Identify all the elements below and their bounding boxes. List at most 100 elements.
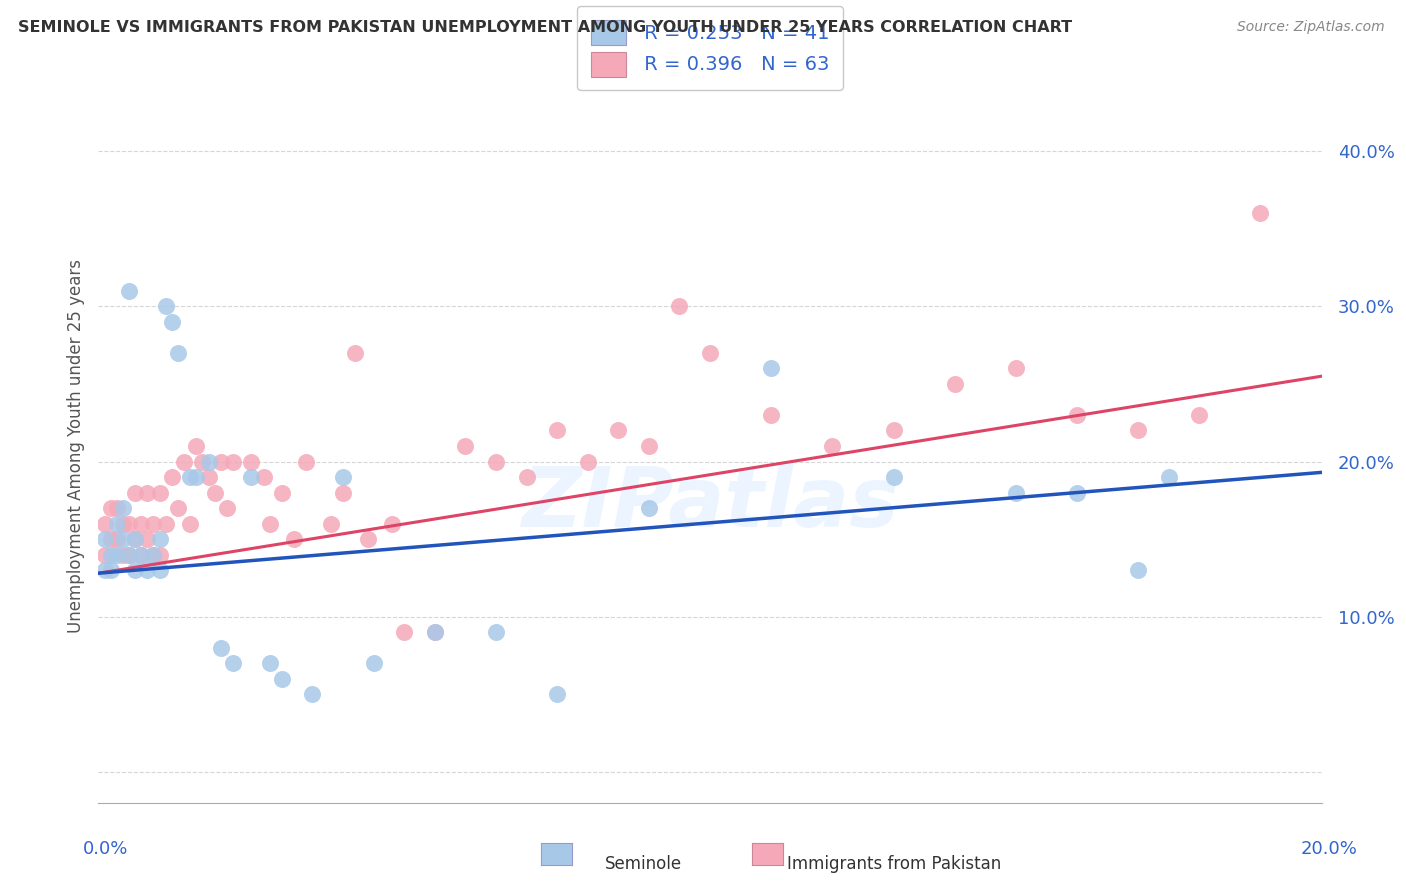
Point xyxy=(485,454,508,468)
Point xyxy=(142,548,165,562)
Point xyxy=(160,470,183,484)
Point xyxy=(111,532,134,546)
Point xyxy=(1249,206,1271,220)
Point xyxy=(93,548,115,562)
Point xyxy=(105,501,128,516)
Point xyxy=(301,687,323,701)
Point xyxy=(668,299,690,313)
Point xyxy=(222,656,245,670)
Point xyxy=(136,532,159,546)
Point xyxy=(1066,485,1088,500)
Point xyxy=(1157,470,1180,484)
Point xyxy=(100,548,122,562)
Point xyxy=(332,485,354,500)
Point xyxy=(105,532,128,546)
Point xyxy=(105,548,128,562)
Point xyxy=(118,284,141,298)
Point xyxy=(1128,563,1150,577)
Point xyxy=(129,516,152,531)
Point xyxy=(111,548,134,562)
Text: Seminole: Seminole xyxy=(605,855,682,872)
Point xyxy=(197,454,219,468)
Point xyxy=(759,408,782,422)
Point xyxy=(759,361,782,376)
Point xyxy=(637,501,661,516)
Point xyxy=(423,625,446,640)
Point xyxy=(124,563,146,577)
Point xyxy=(197,470,219,484)
Point xyxy=(252,470,274,484)
Point xyxy=(270,672,292,686)
Legend:  R = 0.253   N = 41,  R = 0.396   N = 63: R = 0.253 N = 41, R = 0.396 N = 63 xyxy=(578,6,842,90)
Point xyxy=(142,548,165,562)
Point xyxy=(240,470,263,484)
Point xyxy=(607,424,630,438)
Point xyxy=(516,470,538,484)
Point xyxy=(546,687,568,701)
Point xyxy=(546,424,568,438)
Point xyxy=(179,516,201,531)
Point xyxy=(209,640,232,655)
Point xyxy=(149,532,172,546)
Y-axis label: Unemployment Among Youth under 25 years: Unemployment Among Youth under 25 years xyxy=(66,259,84,633)
Point xyxy=(344,346,367,360)
Point xyxy=(155,516,177,531)
Point xyxy=(222,454,245,468)
Point xyxy=(1188,408,1211,422)
Point xyxy=(332,470,354,484)
Text: Source: ZipAtlas.com: Source: ZipAtlas.com xyxy=(1237,20,1385,34)
Point xyxy=(1128,424,1150,438)
Point xyxy=(186,439,208,453)
Text: SEMINOLE VS IMMIGRANTS FROM PAKISTAN UNEMPLOYMENT AMONG YOUTH UNDER 25 YEARS COR: SEMINOLE VS IMMIGRANTS FROM PAKISTAN UNE… xyxy=(18,20,1073,35)
Point xyxy=(191,454,214,468)
Point xyxy=(136,485,159,500)
Point xyxy=(283,532,305,546)
Point xyxy=(149,485,172,500)
Point xyxy=(105,516,128,531)
Point xyxy=(821,439,844,453)
Point xyxy=(111,516,134,531)
Point xyxy=(204,485,226,500)
Point xyxy=(149,563,172,577)
Point xyxy=(319,516,342,531)
Point xyxy=(883,470,905,484)
Point xyxy=(943,376,966,391)
Point xyxy=(100,501,122,516)
Text: 20.0%: 20.0% xyxy=(1301,840,1357,858)
Point xyxy=(179,470,201,484)
Point xyxy=(167,501,190,516)
Point xyxy=(637,439,661,453)
Point xyxy=(160,315,183,329)
Point xyxy=(699,346,721,360)
Point xyxy=(1004,485,1026,500)
Point xyxy=(142,516,165,531)
Point xyxy=(209,454,232,468)
Point xyxy=(136,563,159,577)
Point xyxy=(118,516,141,531)
Point xyxy=(186,470,208,484)
Point xyxy=(485,625,508,640)
Point xyxy=(155,299,177,313)
Point xyxy=(381,516,404,531)
Text: Immigrants from Pakistan: Immigrants from Pakistan xyxy=(787,855,1001,872)
Point xyxy=(356,532,378,546)
Point xyxy=(167,346,190,360)
Point xyxy=(173,454,195,468)
Point xyxy=(129,548,152,562)
Point xyxy=(118,548,141,562)
Point xyxy=(118,548,141,562)
Text: 0.0%: 0.0% xyxy=(83,840,128,858)
Point xyxy=(240,454,263,468)
Point xyxy=(100,563,122,577)
Point xyxy=(259,656,281,670)
Text: ZIPatlas: ZIPatlas xyxy=(522,463,898,543)
Point xyxy=(93,516,115,531)
Point xyxy=(111,501,134,516)
Point xyxy=(124,532,146,546)
Point xyxy=(295,454,318,468)
Point xyxy=(149,548,172,562)
Point xyxy=(270,485,292,500)
Point xyxy=(129,548,152,562)
Point xyxy=(363,656,385,670)
Point xyxy=(392,625,416,640)
